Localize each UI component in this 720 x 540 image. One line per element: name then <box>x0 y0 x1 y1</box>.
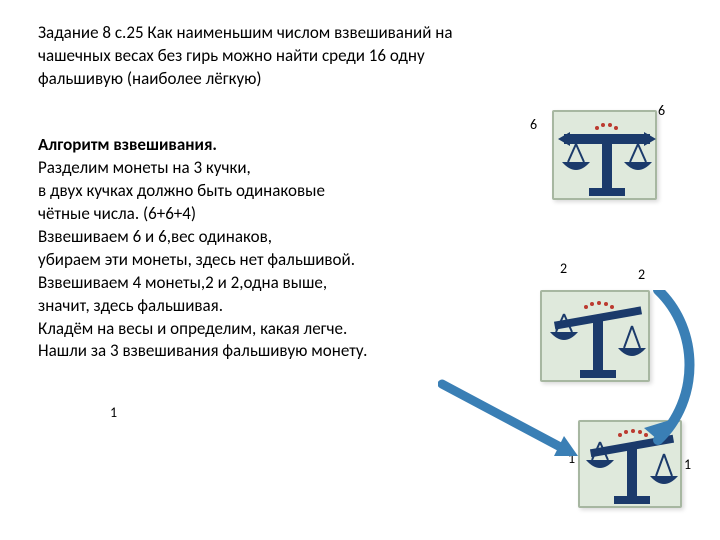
scale-diagram-2 <box>540 290 650 382</box>
label-one-far: 1 <box>110 404 117 421</box>
algo-line-5: убираем эти монеты, здесь нет фальшивой. <box>38 249 508 272</box>
label-six-left: 6 <box>530 116 537 133</box>
label-two-left: 2 <box>560 260 567 277</box>
algo-line-8: Кладём на весы и определим, какая легче. <box>38 318 508 341</box>
scale-diagram-1 <box>552 110 657 200</box>
algo-line-7: значит, здесь фальшивая. <box>38 295 508 318</box>
algo-line-3: чётные числа. (6+6+4) <box>38 203 508 226</box>
algo-line-6: Взвешиваем 4 монеты,2 и 2,одна выше, <box>38 272 508 295</box>
title-line-3: фальшивую (наиболее лёгкую) <box>38 68 538 91</box>
arrow-text-to-scale3 <box>438 378 588 468</box>
arrow-scale2-to-scale3 <box>640 290 710 460</box>
algo-line-2: в двух кучках должно быть одинаковые <box>38 180 508 203</box>
label-two-right: 2 <box>638 266 645 283</box>
title-line-1: Задание 8 с.25 Как наименьшим числом взв… <box>38 22 538 45</box>
label-six-right: 6 <box>658 102 665 119</box>
algorithm-heading: Алгоритм взвешивания. <box>38 134 508 157</box>
title-line-2: чашечных весах без гирь можно найти сред… <box>38 45 538 68</box>
algo-line-4: Взвешиваем 6 и 6,вес одинаков, <box>38 226 508 249</box>
algo-line-1: Разделим монеты на 3 кучки, <box>38 157 508 180</box>
algo-line-9: Нашли за 3 взвешивания фальшивую монету. <box>38 340 508 363</box>
